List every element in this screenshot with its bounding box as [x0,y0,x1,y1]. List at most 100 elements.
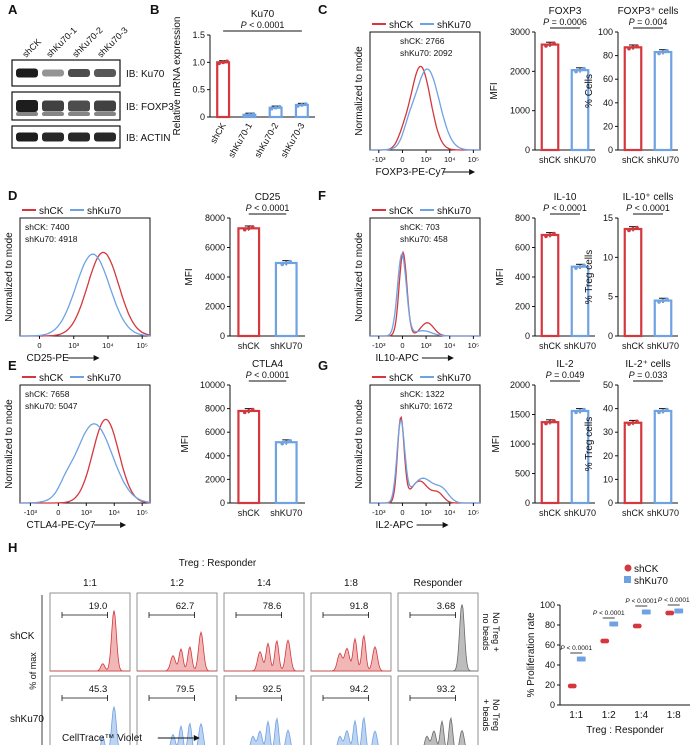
y-axis-label: Normalized to mode [4,399,15,489]
arrow-head-icon [193,735,200,741]
panel-letter-C: C [318,2,328,17]
mfi-text: shCK: 7400 [25,222,70,232]
category-label: shKU70 [564,155,596,165]
category-label: shCK [238,341,260,351]
blot-band-lower [94,112,116,116]
panel-letter-D: D [8,188,17,203]
category-label: shKU70 [564,341,596,351]
data-point [574,69,578,74]
y-axis-label: MFI [180,435,191,452]
y-tick-label: 100 [540,600,555,610]
x-tick-label: 10⁴ [444,508,456,517]
chart-title: IL-2⁺ cells [625,359,670,370]
chart-title: IL-2 [556,359,574,370]
row-label: shKu70 [10,714,44,725]
chart-title: CD25 [255,192,281,203]
mfi-text: shCK: 2766 [400,36,445,46]
gate-value: 92.5 [263,684,282,695]
y-axis-label: Relative mRNA expression [172,17,183,136]
legend-label: shCK [634,564,659,575]
histogram-frame [223,675,305,745]
y-tick-label: 40 [603,98,613,108]
y-tick-label: 400 [515,272,530,282]
x-tick-label: -10³ [372,155,386,164]
data-point [657,300,661,304]
bar [653,299,673,338]
blot-band-lower [42,112,64,116]
data-point [635,44,639,48]
blot-band [16,68,38,78]
bar [540,233,560,338]
x-axis-label: CD25-PE [27,353,70,364]
x-tick-label: -10³ [372,508,386,517]
proliferation-peak [137,630,217,672]
p-value: P < 0.0001 [560,645,592,652]
bar [540,43,560,152]
mfi-text: shKu70: 1672 [400,401,453,411]
bar-chart-G-pct: 0 10 20 30 40 50 % Treg cells IL-2⁺ cells shCK sh… [584,359,679,518]
y-tick-label: 6000 [205,243,225,253]
data-point [246,409,251,413]
y-tick-label: 2000 [205,474,225,484]
y-tick-label: 1000 [510,106,530,116]
bar [623,421,643,505]
y-tick-label: 20 [603,121,613,131]
blot-label: IB: Ku70 [126,69,165,80]
arrow-head-icon [442,522,449,528]
arrow-head-icon [469,169,476,175]
bar [274,261,298,338]
proliferation-peak [50,610,130,672]
category-label: shKU70 [270,508,302,518]
y-axis-label: % Cells [584,74,595,108]
y-tick-label: 50 [603,380,613,390]
panel-letter-B: B [150,2,159,17]
legend-label: shKu70 [437,206,471,217]
data-point [574,410,578,415]
legend-swatch-ck [624,564,632,572]
blot-band [42,100,64,112]
data-point-ck [669,610,675,616]
histogram-C-hist: shCK shKu70 shCK: 2766 shKu70: 2092 -10³ 0 10³… [354,20,481,178]
bar [274,441,298,505]
x-tick-label: 0 [400,155,404,164]
category-label: shCK [208,121,228,145]
y-tick-label: 0 [608,145,613,155]
y-tick-label: 10 [603,474,613,484]
x-tick-label: -10³ [372,341,386,350]
x-tick-label: 0 [56,508,60,517]
proliferation-peak [224,639,304,672]
blot-label: IB: FOXP3 [126,102,174,113]
histogram-G-hist: shCK shKu70 shCK: 1322 shKu70: 1672 -10³ 0 10³… [354,373,481,531]
data-point [552,231,556,236]
bar-chart-E-mfi: 0 2000 4000 6000 8000 10000 MFI CTLA4 shCK shKU70… [180,359,305,518]
blot-band [68,100,90,112]
category-label: shKU70 [647,508,679,518]
data-point [548,420,552,424]
data-point [544,44,548,48]
gate-value: 91.8 [350,601,369,612]
x-tick-label: 10⁵ [136,341,147,350]
data-point-ck [636,623,642,629]
y-tick-label: 0 [550,700,555,710]
x-tick-label: -10³ [24,508,38,517]
y-axis-label: % of max [28,652,38,690]
y-tick-label: 1.5 [192,30,205,40]
data-point [665,48,669,53]
bar [653,50,673,152]
arrow-head-icon [447,355,454,361]
blot-band [94,100,116,112]
y-axis-label: Normalized to mode [354,46,365,136]
x-axis-label: Treg : Responder [586,725,664,736]
blot-band [68,132,90,142]
legend-label: shCK [389,373,414,384]
y-tick-label: 0 [608,331,613,341]
chart-title: FOXP3 [549,6,582,17]
data-point [269,106,274,111]
data-point-ku [580,656,586,662]
data-point [627,228,631,233]
y-axis-label: MFI [489,82,500,99]
x-axis-label: IL10-APC [376,353,419,364]
x-axis-label: CTLA4-PE-Cy7 [27,520,96,531]
y-tick-label: 500 [515,469,530,479]
